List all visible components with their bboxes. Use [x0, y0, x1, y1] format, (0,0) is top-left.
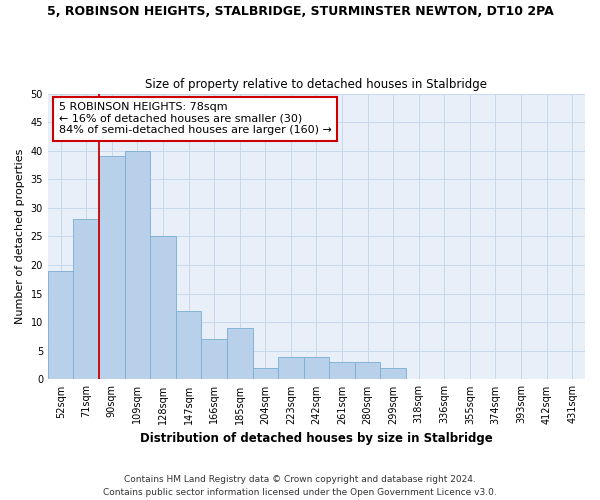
Bar [278, 356, 304, 380]
Bar [227, 328, 253, 380]
Text: 5 ROBINSON HEIGHTS: 78sqm
← 16% of detached houses are smaller (30)
84% of semi-: 5 ROBINSON HEIGHTS: 78sqm ← 16% of detac… [59, 102, 332, 136]
Bar [176, 311, 202, 380]
Text: Contains HM Land Registry data © Crown copyright and database right 2024.: Contains HM Land Registry data © Crown c… [124, 476, 476, 484]
Title: Size of property relative to detached houses in Stalbridge: Size of property relative to detached ho… [145, 78, 487, 91]
Text: 5, ROBINSON HEIGHTS, STALBRIDGE, STURMINSTER NEWTON, DT10 2PA: 5, ROBINSON HEIGHTS, STALBRIDGE, STURMIN… [47, 5, 553, 18]
Bar [380, 368, 406, 380]
Bar [202, 340, 227, 380]
Bar [125, 150, 150, 380]
Bar [48, 271, 73, 380]
Text: Contains public sector information licensed under the Open Government Licence v3: Contains public sector information licen… [103, 488, 497, 497]
X-axis label: Distribution of detached houses by size in Stalbridge: Distribution of detached houses by size … [140, 432, 493, 445]
Bar [99, 156, 125, 380]
Y-axis label: Number of detached properties: Number of detached properties [15, 149, 25, 324]
Bar [253, 368, 278, 380]
Bar [73, 220, 99, 380]
Bar [329, 362, 355, 380]
Bar [355, 362, 380, 380]
Bar [304, 356, 329, 380]
Bar [150, 236, 176, 380]
